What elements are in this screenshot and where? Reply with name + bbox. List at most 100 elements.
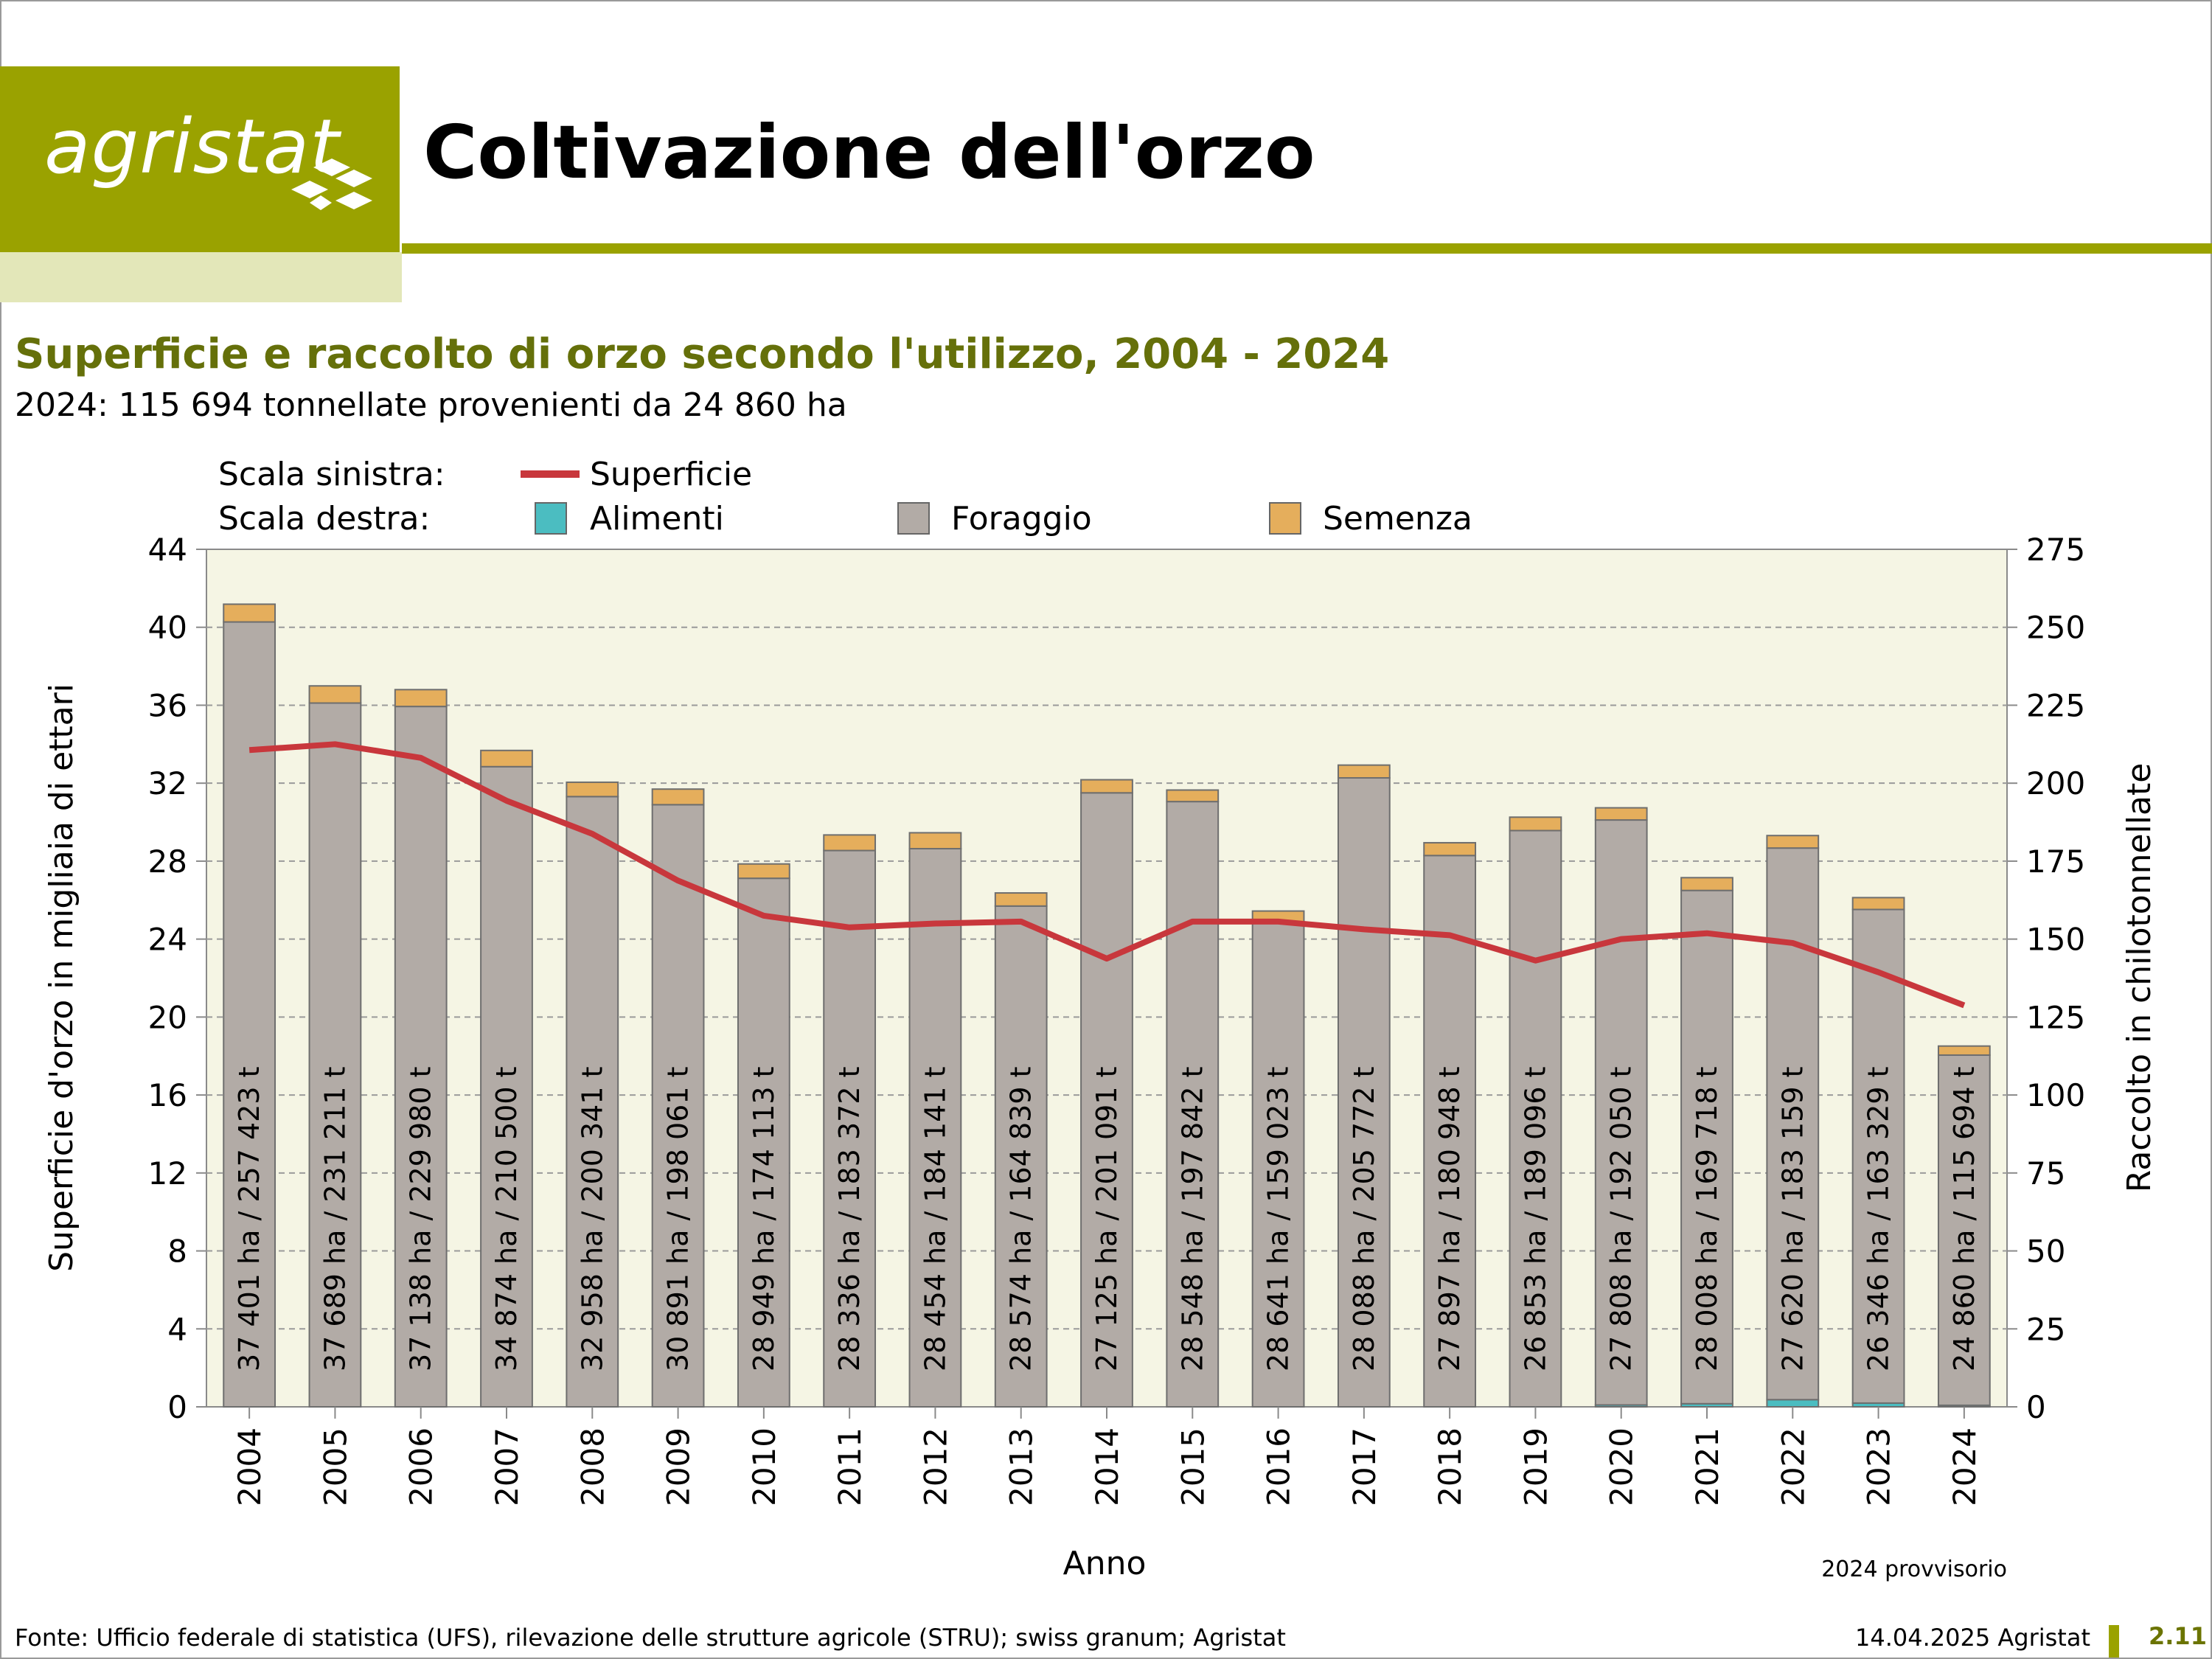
y-tick-label-left: 36 [148, 687, 187, 723]
bar-semenza [651, 788, 705, 806]
footer-date: 14.04.2025 Agristat [1854, 1624, 2090, 1652]
x-tick-label: 2007 [489, 1427, 525, 1506]
bar-foraggio [1166, 801, 1220, 1408]
x-tick-label: 2005 [317, 1427, 353, 1506]
bar-value-label: 27 125 ha / 201 091 t [1091, 1067, 1123, 1372]
y-tick-label-left: 12 [148, 1155, 187, 1192]
bar-semenza [480, 749, 533, 768]
legend-right-scale-label: Scala destra: [218, 500, 430, 538]
bar-semenza [1337, 764, 1391, 779]
legend-foraggio-swatch [897, 502, 930, 535]
header-rule [402, 243, 2212, 254]
bar-semenza [394, 689, 448, 708]
bar-value-label: 26 346 ha / 163 329 t [1863, 1067, 1895, 1372]
bar-value-label: 28 548 ha / 197 842 t [1176, 1067, 1208, 1372]
bar-semenza [566, 781, 619, 798]
bar-semenza [1680, 877, 1733, 891]
bar-foraggio [1423, 855, 1477, 1408]
legend-semenza-label: Semenza [1323, 500, 1472, 538]
legend-left-scale-label: Scala sinistra: [218, 456, 445, 493]
legend-superficie-label: Superficie [590, 456, 752, 493]
y-tick-label-left: 24 [148, 922, 187, 958]
x-axis-label: Anno [1063, 1545, 1147, 1582]
y-tick-label-left: 44 [148, 532, 187, 568]
bar-semenza [908, 832, 962, 849]
bar-value-label: 30 891 ha / 198 061 t [662, 1067, 695, 1372]
x-tick-label: 2017 [1346, 1427, 1382, 1506]
bar-value-label: 32 958 ha / 200 341 t [576, 1067, 608, 1372]
footer-bar [2109, 1625, 2119, 1658]
bar-semenza [1851, 897, 1905, 911]
bars: 37 401 ha / 257 423 t 37 689 ha / 231 211… [223, 603, 1991, 1408]
y-tick-label-right: 200 [2026, 765, 2085, 801]
superficie-polyline [248, 741, 1966, 1009]
y-tick-label-right: 25 [2026, 1311, 2065, 1347]
y-tick-label-right: 0 [2026, 1389, 2046, 1425]
y-tick-label-right: 225 [2026, 687, 2085, 723]
bar-value-label: 28 641 ha / 159 023 t [1262, 1067, 1295, 1372]
y-tick-label-left: 4 [167, 1311, 187, 1347]
y-tick-label-left: 40 [148, 610, 187, 646]
x-tick-label: 2024 [1947, 1427, 1983, 1506]
x-tick-label: 2014 [1089, 1427, 1125, 1506]
legend-semenza-swatch [1269, 502, 1301, 535]
bar-semenza [1594, 807, 1648, 821]
bar-semenza [1509, 816, 1562, 832]
bar-value-label: 37 401 ha / 257 423 t [233, 1067, 265, 1372]
page-title: Coltivazione dell'orzo [423, 109, 1315, 195]
footer-source: Fonte: Ufficio federale di statistica (U… [15, 1624, 1286, 1652]
bar-value-label: 37 689 ha / 231 211 t [319, 1067, 351, 1372]
bar-foraggio [1080, 792, 1133, 1408]
bar-foraggio [1937, 1054, 1991, 1406]
legend-foraggio-label: Foraggio [951, 500, 1092, 538]
x-tick-label: 2012 [917, 1427, 953, 1506]
x-tick-label: 2015 [1175, 1427, 1211, 1506]
x-tick-label: 2021 [1689, 1427, 1725, 1506]
x-tick-label: 2010 [746, 1427, 782, 1506]
bar-semenza [737, 863, 790, 880]
bar-foraggio [1851, 908, 1905, 1404]
bar-value-label: 27 897 ha / 180 948 t [1433, 1067, 1466, 1372]
x-tick-label: 2004 [232, 1427, 268, 1506]
bar-semenza [1423, 841, 1477, 857]
chart-subtitle: 2024: 115 694 tonnellate provenienti da … [15, 386, 847, 424]
x-tick-label: 2006 [403, 1427, 439, 1506]
bar-value-label: 28 454 ha / 184 141 t [919, 1067, 951, 1372]
y-tick-label-left: 0 [167, 1389, 187, 1425]
bar-foraggio [994, 905, 1048, 1408]
bar-value-label: 27 620 ha / 183 159 t [1776, 1067, 1809, 1372]
legend-alimenti-swatch [535, 502, 567, 535]
y-tick-label-right: 175 [2026, 844, 2085, 880]
bar-value-label: 28 949 ha / 174 113 t [748, 1067, 780, 1372]
x-tick-label: 2011 [832, 1427, 868, 1506]
bar-semenza [1937, 1045, 1991, 1056]
x-tick-label: 2022 [1775, 1427, 1811, 1506]
y-tick-label-left: 28 [148, 844, 187, 880]
bar-semenza [308, 685, 362, 704]
bar-semenza [1166, 789, 1220, 803]
bar-foraggio [651, 804, 705, 1408]
y-tick-label-left: 32 [148, 765, 187, 801]
bar-semenza [823, 834, 877, 852]
header-sub-band [0, 252, 402, 302]
y-tick-label-right: 75 [2026, 1155, 2065, 1192]
bar-semenza [223, 603, 276, 623]
y-axis-left-label: Superficie d'orzo in migliaia di ettari [43, 684, 80, 1272]
bar-value-label: 28 336 ha / 183 372 t [833, 1067, 866, 1372]
x-tick-label: 2019 [1517, 1427, 1554, 1506]
provisional-note: 2024 provvisorio [1821, 1557, 2007, 1582]
legend-alimenti-label: Alimenti [590, 500, 724, 538]
bar-value-label: 26 853 ha / 189 096 t [1519, 1067, 1551, 1372]
footer-page-number: 2.11 [2149, 1622, 2207, 1650]
superficie-line [248, 741, 1966, 1009]
bar-alimenti [1766, 1399, 1820, 1408]
bar-value-label: 28 088 ha / 205 772 t [1348, 1067, 1380, 1372]
logo-mark-icon [291, 159, 372, 210]
bar-value-label: 27 808 ha / 192 050 t [1605, 1067, 1638, 1372]
bar-foraggio [1680, 889, 1733, 1405]
bar-value-label: 28 574 ha / 164 839 t [1005, 1067, 1037, 1372]
x-tick-label: 2009 [661, 1427, 697, 1506]
x-tick-label: 2016 [1261, 1427, 1297, 1506]
y-tick-label-left: 8 [167, 1234, 187, 1270]
y-tick-label-right: 100 [2026, 1077, 2085, 1113]
